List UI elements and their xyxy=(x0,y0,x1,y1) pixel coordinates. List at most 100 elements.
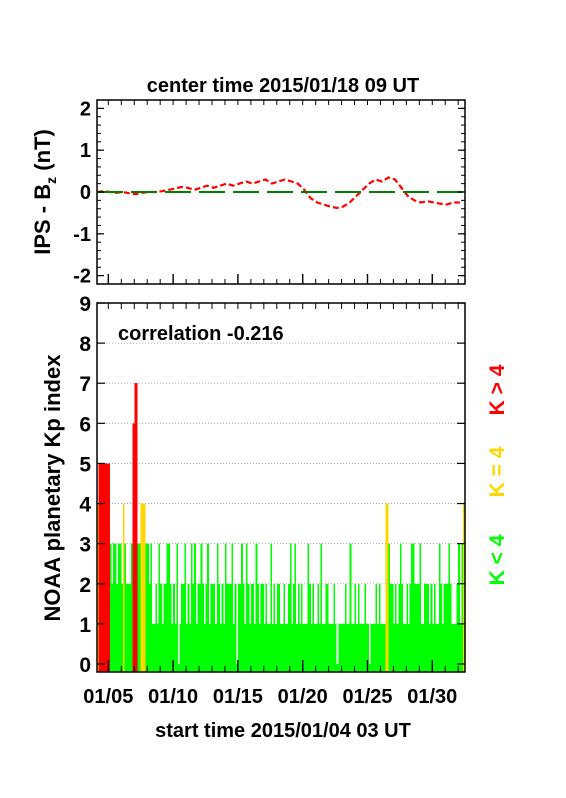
kp-bar xyxy=(386,503,389,672)
kp-bar xyxy=(207,543,209,672)
kp-bar xyxy=(443,583,446,672)
kp-bar xyxy=(239,583,242,672)
kp-bar xyxy=(380,623,383,672)
legend-k-high: K > 4 xyxy=(486,364,509,415)
kp-bar xyxy=(210,583,212,672)
kp-bar xyxy=(310,623,313,672)
kp-bar xyxy=(289,543,292,672)
bz-panel: 2 1 0 -1 -2 IPS - Bz (nT) xyxy=(30,98,466,288)
kp-bar xyxy=(181,583,183,672)
kp-bar xyxy=(454,623,457,672)
kp-bar xyxy=(208,623,211,672)
kp-bar xyxy=(242,583,245,672)
kp-y-tick-label: 5 xyxy=(79,453,91,476)
bz-y-axis-label: IPS - Bz (nT) xyxy=(30,129,59,255)
kp-bar xyxy=(411,543,413,672)
kp-bar xyxy=(216,543,219,672)
kp-y-axis-label: NOAA planetary Kp index xyxy=(40,354,65,622)
kp-bar xyxy=(335,623,337,672)
kp-y-tick-label: 7 xyxy=(79,373,91,396)
kp-y-tick-label: 6 xyxy=(79,413,91,436)
kp-bar xyxy=(395,583,397,672)
kp-bar xyxy=(284,623,287,672)
legend-k-low: K < 4 xyxy=(486,534,509,585)
kp-bar xyxy=(322,623,324,672)
kp-y-tick-label: 8 xyxy=(79,333,91,356)
kp-bar xyxy=(161,623,164,672)
kp-bar xyxy=(288,583,290,672)
kp-bar xyxy=(215,623,217,672)
kp-bar xyxy=(160,583,162,672)
kp-bar xyxy=(113,543,115,672)
kp-bar xyxy=(205,583,208,672)
kp-bar xyxy=(255,543,258,672)
kp-bar xyxy=(169,583,172,672)
kp-x-tick-label: 01/20 xyxy=(278,686,328,708)
kp-bar xyxy=(414,583,417,672)
kp-x-tick-label: 01/15 xyxy=(213,686,263,708)
kp-bar xyxy=(173,583,175,672)
kp-bar xyxy=(365,623,368,672)
kp-bar xyxy=(105,463,107,672)
legend-k-mid: K = 4 xyxy=(486,446,509,497)
kp-bar xyxy=(456,583,459,672)
kp-bar xyxy=(377,623,379,672)
kp-bar xyxy=(435,623,438,672)
kp-bar xyxy=(312,583,315,672)
kp-bar xyxy=(343,623,345,672)
kp-bar xyxy=(171,623,174,672)
kp-bar xyxy=(361,623,363,672)
kp-bar xyxy=(165,583,167,672)
kp-bar xyxy=(314,623,316,672)
kp-bar xyxy=(432,623,434,672)
kp-bar xyxy=(305,623,308,672)
kp-bar xyxy=(349,543,352,672)
kp-bar xyxy=(182,583,185,672)
kp-bar xyxy=(118,543,120,672)
kp-bar xyxy=(152,623,154,672)
kp-bar xyxy=(147,543,149,672)
kp-bar xyxy=(407,623,410,672)
kp-bar xyxy=(448,543,451,672)
kp-bar xyxy=(302,623,305,672)
kp-bar xyxy=(202,583,204,672)
kp-bar xyxy=(299,623,302,672)
x-axis-label: start time 2015/01/04 03 UT xyxy=(155,720,411,742)
kp-bar xyxy=(333,583,336,672)
kp-bar xyxy=(445,583,447,672)
kp-bar xyxy=(254,623,256,672)
kp-bar xyxy=(330,623,332,672)
kp-bar xyxy=(226,583,229,672)
kp-bar xyxy=(270,543,272,672)
kp-bar xyxy=(187,583,190,672)
kp-bar xyxy=(150,543,153,672)
kp-bar xyxy=(177,663,180,672)
kp-bar xyxy=(283,583,285,672)
kp-bar xyxy=(237,583,240,672)
kp-bar xyxy=(382,623,384,672)
kp-bar xyxy=(362,623,365,672)
kp-bar xyxy=(373,623,376,672)
kp-bar xyxy=(126,583,128,672)
kp-bar xyxy=(406,583,408,672)
kp-bar xyxy=(273,583,276,672)
kp-bar xyxy=(195,623,198,672)
kp-bar xyxy=(281,623,284,672)
kp-bar xyxy=(176,543,178,672)
kp-bar xyxy=(356,623,358,672)
kp-bar xyxy=(249,623,251,672)
kp-bar xyxy=(420,623,423,672)
kp-bar xyxy=(354,583,357,672)
kp-bar xyxy=(145,543,148,672)
kp-bar xyxy=(275,623,277,672)
kp-bar xyxy=(276,583,279,672)
kp-y-tick-label: 0 xyxy=(79,654,91,677)
correlation-annotation: correlation -0.216 xyxy=(118,323,284,345)
kp-bar xyxy=(116,583,119,672)
kp-bar xyxy=(258,623,261,672)
kp-bar xyxy=(244,623,247,672)
kp-bar xyxy=(119,543,122,672)
kp-bar xyxy=(375,583,378,672)
kp-bar xyxy=(129,583,132,672)
kp-bar xyxy=(346,623,349,672)
